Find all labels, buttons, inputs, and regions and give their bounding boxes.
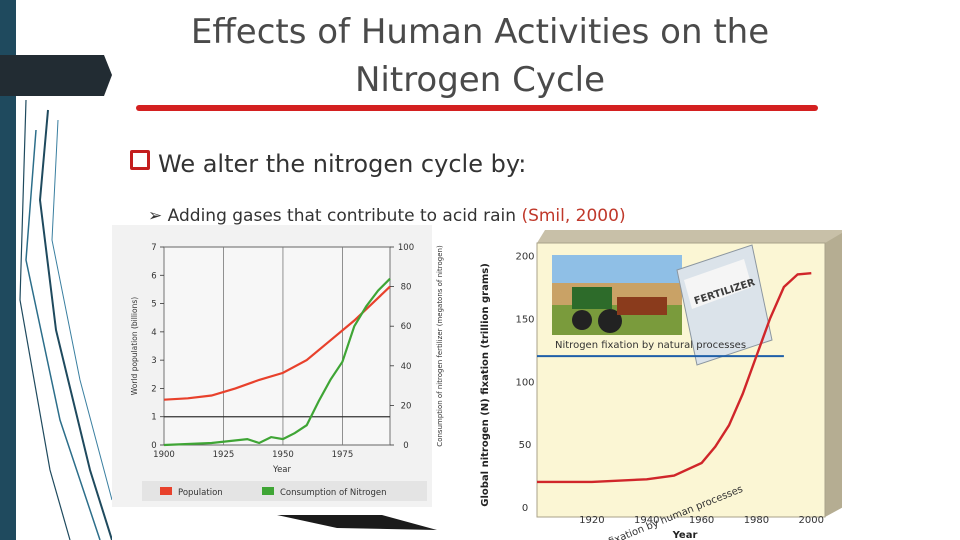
- figure-area: FERTILIZER 1900 1925 1950 1975 0 1 2 3 4 5 6 7 0 20 40…: [112, 225, 847, 540]
- bullet-main: We alter the nitrogen cycle by:: [130, 150, 526, 178]
- x-tick-label: 1900: [153, 450, 175, 460]
- fertilizer-bag-image: FERTILIZER: [676, 244, 773, 366]
- bullet-main-text: We alter the nitrogen cycle by:: [158, 150, 527, 178]
- bullet-sub-text: Adding gases that contribute to acid rai…: [167, 206, 517, 226]
- legend-swatch: [262, 487, 274, 495]
- right-margin: [842, 0, 960, 540]
- tractor-photo: [552, 255, 682, 335]
- x-axis-label: Year: [272, 465, 292, 475]
- legend-swatch: [160, 487, 172, 495]
- series-line-nitrogen: [163, 277, 391, 447]
- y-left-tick-label: 0: [151, 441, 156, 451]
- title-underline: [136, 105, 818, 111]
- y-right-tick-label: 20: [401, 401, 412, 411]
- plot-area: [163, 246, 391, 446]
- series-line-human: [537, 272, 812, 484]
- x-axis-label: Year: [672, 530, 698, 540]
- y-right-tick-label: 80: [401, 283, 412, 293]
- x-tick-label: 1975: [332, 450, 354, 460]
- chart-legend: Population Consumption of Nitrogen: [142, 481, 427, 501]
- y-left-tick-label: 6: [151, 271, 156, 281]
- population-fertilizer-chart: 1900 1925 1950 1975 0 1 2 3 4 5 6 7 0 20 40 60 80 100 Year…: [130, 243, 444, 501]
- y-tick-label: 0: [522, 503, 528, 514]
- slide-title: Effects of Human Activities on the Nitro…: [190, 12, 770, 100]
- y-left-tick-label: 7: [151, 243, 156, 253]
- y-right-tick-label: 40: [401, 362, 412, 372]
- y-right-axis-label: Consumption of nitrogen fertilizer (mega…: [436, 245, 444, 447]
- checkbox-bullet-icon: [130, 150, 150, 170]
- bottom-decoration: [277, 515, 437, 530]
- legend-label: Population: [178, 488, 223, 498]
- y-left-tick-label: 2: [151, 384, 156, 394]
- legend-label: Consumption of Nitrogen: [280, 488, 386, 498]
- y-left-tick-label: 3: [151, 356, 156, 366]
- y-right-tick-label: 0: [403, 441, 408, 451]
- y-left-axis-label: World population (billions): [130, 297, 139, 395]
- x-tick-label: 1940: [634, 515, 659, 526]
- y-right-tick-label: 60: [401, 322, 412, 332]
- x-tick-label: 1920: [579, 515, 604, 526]
- legend-background: [142, 481, 427, 501]
- citation: (Smil, 2000): [521, 206, 626, 226]
- x-tick-label: 1950: [272, 450, 294, 460]
- y-left-tick-label: 1: [151, 413, 156, 423]
- arrow-bullet-icon: ➢: [148, 206, 163, 226]
- x-tick-label: 1980: [744, 515, 769, 526]
- x-tick-label: 1925: [213, 450, 235, 460]
- y-axis-label: Global nitrogen (N) fixation (trillion g…: [480, 263, 491, 507]
- annotation-natural: Nitrogen fixation by natural processes: [555, 340, 746, 351]
- y-left-tick-label: 5: [151, 300, 156, 310]
- y-left-tick-label: 4: [151, 328, 156, 338]
- left-decoration: [0, 0, 112, 540]
- y-right-tick-label: 100: [398, 243, 414, 253]
- y-tick-label: 50: [519, 440, 532, 451]
- y-tick-label: 150: [515, 314, 534, 325]
- bullet-sub: ➢ Adding gases that contribute to acid r…: [148, 206, 626, 226]
- y-tick-label: 100: [515, 377, 534, 388]
- x-tick-label: 1960: [689, 515, 714, 526]
- y-tick-label: 200: [515, 252, 534, 263]
- x-tick-label: 2000: [799, 515, 824, 526]
